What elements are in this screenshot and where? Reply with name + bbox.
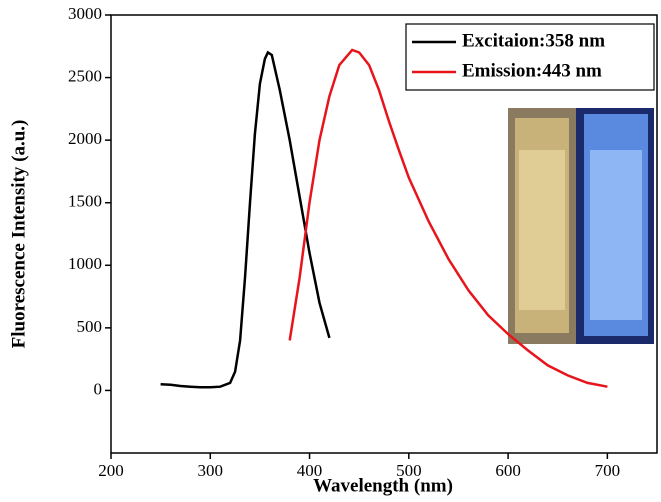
y-tick-label: 2500 xyxy=(68,66,102,85)
x-tick-label: 700 xyxy=(595,461,621,480)
y-tick-label: 0 xyxy=(94,379,103,398)
y-tick-label: 1000 xyxy=(68,254,102,273)
x-tick-label: 500 xyxy=(396,461,422,480)
y-axis-label: Fluorescence Intensity (a.u.) xyxy=(8,120,29,349)
x-tick-label: 600 xyxy=(495,461,521,480)
y-tick-label: 1500 xyxy=(68,192,102,211)
legend-label: Excitaion:358 nm xyxy=(462,30,605,51)
plot-frame xyxy=(110,14,658,454)
inset-photo xyxy=(508,108,654,344)
x-tick-label: 300 xyxy=(198,461,224,480)
series-line xyxy=(160,50,331,389)
x-axis-label: Wavelength (nm) xyxy=(313,475,453,496)
y-tick-label: 500 xyxy=(77,317,103,336)
y-tick-label: 2000 xyxy=(68,129,102,148)
y-tick-label: 3000 xyxy=(68,4,102,23)
x-tick-label: 200 xyxy=(98,461,124,480)
series-line xyxy=(288,48,608,388)
legend-label: Emission:443 nm xyxy=(462,60,602,81)
x-tick-label: 400 xyxy=(297,461,323,480)
legend-box xyxy=(405,23,655,91)
